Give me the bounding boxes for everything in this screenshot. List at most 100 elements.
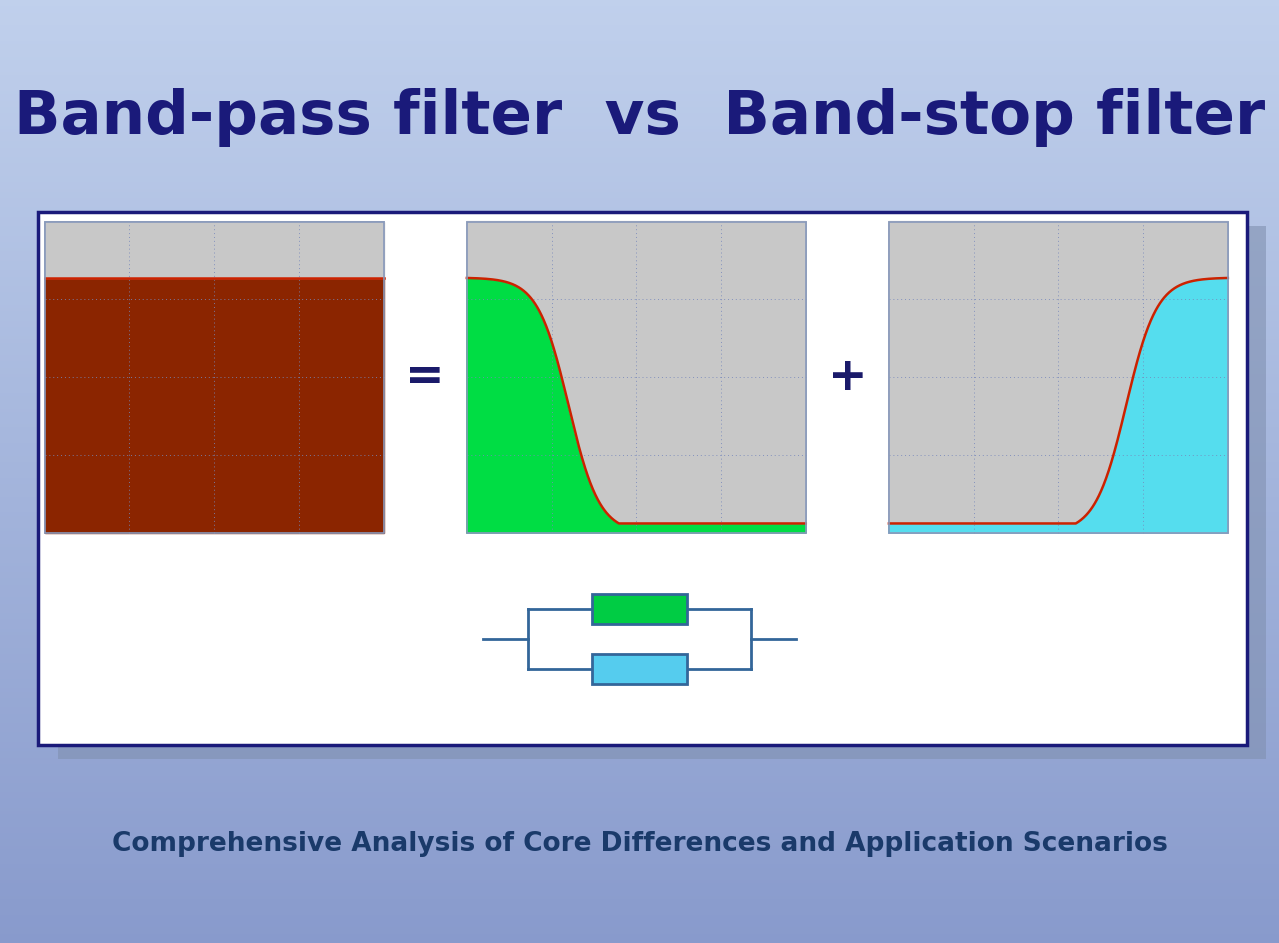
Bar — [0, 695, 1279, 698]
Bar — [0, 682, 1279, 686]
Bar — [0, 745, 1279, 748]
Bar — [0, 927, 1279, 931]
Bar — [0, 563, 1279, 566]
Bar — [0, 578, 1279, 582]
Bar — [0, 670, 1279, 672]
Bar — [0, 195, 1279, 198]
Bar — [0, 799, 1279, 802]
Bar — [0, 657, 1279, 660]
Bar — [0, 255, 1279, 257]
Bar — [0, 129, 1279, 132]
Bar — [0, 823, 1279, 827]
Bar — [0, 877, 1279, 880]
Bar — [0, 733, 1279, 736]
Bar — [0, 544, 1279, 547]
Bar — [0, 783, 1279, 786]
Bar — [0, 773, 1279, 776]
Bar — [0, 66, 1279, 69]
Bar — [0, 271, 1279, 273]
Bar — [0, 151, 1279, 154]
Bar — [0, 267, 1279, 271]
Bar — [0, 720, 1279, 723]
Bar — [0, 915, 1279, 918]
FancyBboxPatch shape — [467, 222, 806, 533]
Bar — [0, 434, 1279, 437]
Bar — [0, 752, 1279, 754]
Bar — [0, 921, 1279, 924]
Bar — [0, 339, 1279, 342]
FancyBboxPatch shape — [58, 226, 1266, 759]
Bar — [0, 754, 1279, 757]
Bar — [0, 25, 1279, 28]
Bar — [0, 535, 1279, 538]
Bar — [0, 672, 1279, 676]
Bar — [0, 808, 1279, 811]
Bar — [0, 97, 1279, 101]
Bar — [0, 616, 1279, 620]
Bar — [0, 236, 1279, 239]
Bar — [0, 846, 1279, 849]
Bar — [0, 465, 1279, 469]
Bar — [0, 606, 1279, 610]
Bar — [0, 7, 1279, 9]
Bar — [0, 91, 1279, 94]
Bar — [0, 12, 1279, 16]
Bar — [0, 472, 1279, 474]
Bar — [0, 273, 1279, 276]
Bar — [0, 861, 1279, 865]
Bar — [0, 292, 1279, 295]
Bar — [0, 450, 1279, 453]
Bar — [0, 233, 1279, 236]
Bar — [0, 710, 1279, 714]
Bar — [0, 389, 1279, 393]
Bar — [0, 157, 1279, 160]
Bar — [0, 198, 1279, 201]
Bar — [0, 333, 1279, 337]
Bar — [0, 767, 1279, 770]
Polygon shape — [889, 222, 1228, 523]
Bar — [0, 613, 1279, 616]
Bar — [0, 591, 1279, 594]
Bar — [0, 572, 1279, 575]
Bar — [0, 356, 1279, 358]
Bar — [0, 75, 1279, 78]
Polygon shape — [467, 222, 806, 523]
Bar — [0, 144, 1279, 148]
Bar — [0, 283, 1279, 286]
Bar — [0, 415, 1279, 418]
Bar — [0, 141, 1279, 144]
Bar — [0, 795, 1279, 799]
FancyBboxPatch shape — [591, 594, 688, 624]
Bar — [0, 839, 1279, 842]
Bar — [0, 371, 1279, 374]
Bar — [0, 620, 1279, 622]
Bar — [0, 811, 1279, 814]
Bar — [0, 252, 1279, 255]
Bar — [0, 182, 1279, 186]
Bar — [0, 186, 1279, 189]
Bar — [0, 714, 1279, 717]
Bar — [0, 311, 1279, 314]
Bar — [0, 698, 1279, 701]
Bar — [0, 424, 1279, 427]
Bar — [0, 0, 1279, 3]
Bar — [0, 167, 1279, 170]
Bar — [0, 629, 1279, 632]
Bar — [0, 462, 1279, 465]
Bar — [0, 865, 1279, 868]
Bar — [0, 148, 1279, 151]
Bar — [0, 761, 1279, 764]
Bar — [0, 365, 1279, 368]
Bar — [0, 59, 1279, 63]
Bar — [0, 653, 1279, 657]
Bar — [0, 308, 1279, 311]
Bar — [0, 814, 1279, 818]
Bar — [0, 849, 1279, 852]
Bar — [0, 28, 1279, 31]
Bar — [0, 299, 1279, 302]
Bar — [0, 679, 1279, 682]
Bar — [0, 836, 1279, 839]
Bar — [0, 453, 1279, 455]
Bar — [0, 506, 1279, 509]
Bar — [0, 635, 1279, 638]
